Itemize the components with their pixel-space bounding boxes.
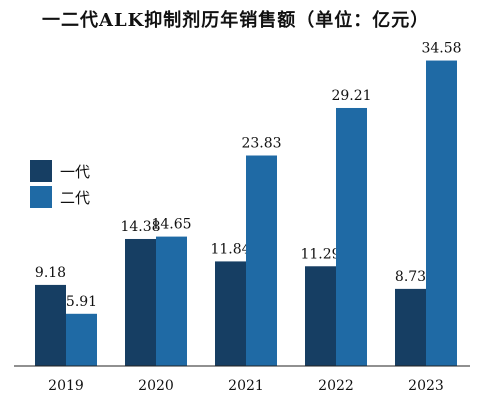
bar-gen1-2021	[215, 261, 246, 366]
data-label-gen2-2020: 14.65	[151, 217, 191, 233]
x-tick-label-2020: 2020	[138, 378, 174, 394]
legend-item-gen1: 一代	[30, 160, 90, 182]
chart-title: 一二代ALK抑制剂历年销售额（单位：亿元）	[42, 10, 430, 31]
legend-label-gen1: 一代	[60, 162, 91, 181]
x-tick-label-2021: 2021	[228, 378, 264, 394]
legend-swatch-gen1	[30, 160, 52, 182]
legend: 一代 二代	[30, 160, 90, 212]
data-label-gen2-2022: 29.21	[331, 88, 371, 104]
data-label-gen1-2020: 14.38	[120, 219, 160, 235]
data-label-gen2-2023: 34.58	[421, 41, 461, 57]
bar-gen1-2023	[395, 288, 426, 366]
bar-gen2-2022	[336, 107, 367, 366]
data-label-gen1-2023: 8.73	[395, 269, 426, 285]
legend-item-gen2: 二代	[30, 186, 90, 208]
data-label-gen2-2019: 5.91	[66, 294, 97, 310]
bar-gen1-2022	[305, 266, 336, 366]
bar-gen1-2020	[125, 238, 156, 366]
x-tick-label-2023: 2023	[408, 378, 444, 394]
x-tick-label-2022: 2022	[318, 378, 354, 394]
bar-gen1-2019	[35, 284, 66, 366]
data-label-gen1-2021: 11.84	[210, 241, 250, 257]
bar-gen2-2023	[426, 60, 457, 366]
bar-gen2-2019	[66, 313, 97, 366]
bar-gen2-2021	[246, 155, 277, 366]
data-label-gen1-2022: 11.29	[300, 246, 340, 262]
data-label-gen2-2021: 23.83	[241, 136, 281, 152]
legend-swatch-gen2	[30, 186, 52, 208]
legend-label-gen2: 二代	[60, 188, 91, 207]
x-tick-label-2019: 2019	[48, 378, 84, 394]
data-label-gen1-2019: 9.18	[35, 265, 66, 281]
bar-gen2-2020	[156, 236, 187, 366]
